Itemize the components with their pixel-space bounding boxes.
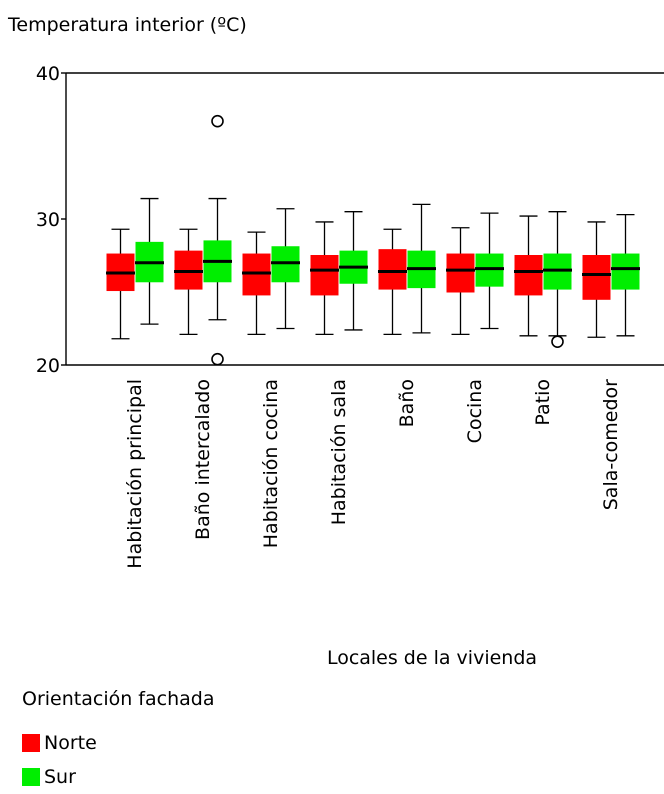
- legend-swatch-sur: [22, 768, 40, 786]
- x-tick-label: Habitación principal: [124, 379, 146, 569]
- y-tick-label: 30: [36, 209, 60, 231]
- box-norte: [582, 255, 611, 300]
- outlier-point-sur: [211, 352, 224, 366]
- legend-title: Orientación fachada: [22, 688, 215, 710]
- x-tick-label: Baño intercalado: [192, 379, 214, 540]
- legend-label-sur: Sur: [44, 766, 76, 788]
- box-sur: [611, 253, 640, 290]
- x-tick-label: Habitación cocina: [260, 379, 282, 548]
- y-tick-label: 20: [36, 355, 60, 377]
- chart-title: Temperatura interior (ºC): [8, 14, 247, 36]
- box-norte: [378, 249, 407, 290]
- legend-label-norte: Norte: [44, 732, 97, 754]
- box-norte: [310, 255, 339, 296]
- outlier-point-sur: [551, 335, 564, 348]
- boxplot-chart: 20 30 40 Habitación principal Baño intercala…: [36, 63, 664, 669]
- y-tick-label: 40: [36, 63, 60, 85]
- legend-item-sur: Sur: [22, 766, 76, 788]
- box-norte: [446, 253, 475, 293]
- box-norte: [514, 255, 543, 296]
- x-tick-label: Patio: [532, 379, 554, 426]
- legend-swatch-norte: [22, 734, 40, 752]
- x-tick-label: Baño: [396, 379, 418, 427]
- x-tick-label: Habitación sala: [328, 379, 350, 525]
- x-axis-label: Locales de la vivienda: [327, 647, 537, 669]
- x-tick-label: Cocina: [464, 379, 486, 443]
- x-tick-label: Sala-comedor: [600, 379, 622, 510]
- outlier-point-sur: [211, 114, 224, 128]
- legend-item-norte: Norte: [22, 732, 97, 754]
